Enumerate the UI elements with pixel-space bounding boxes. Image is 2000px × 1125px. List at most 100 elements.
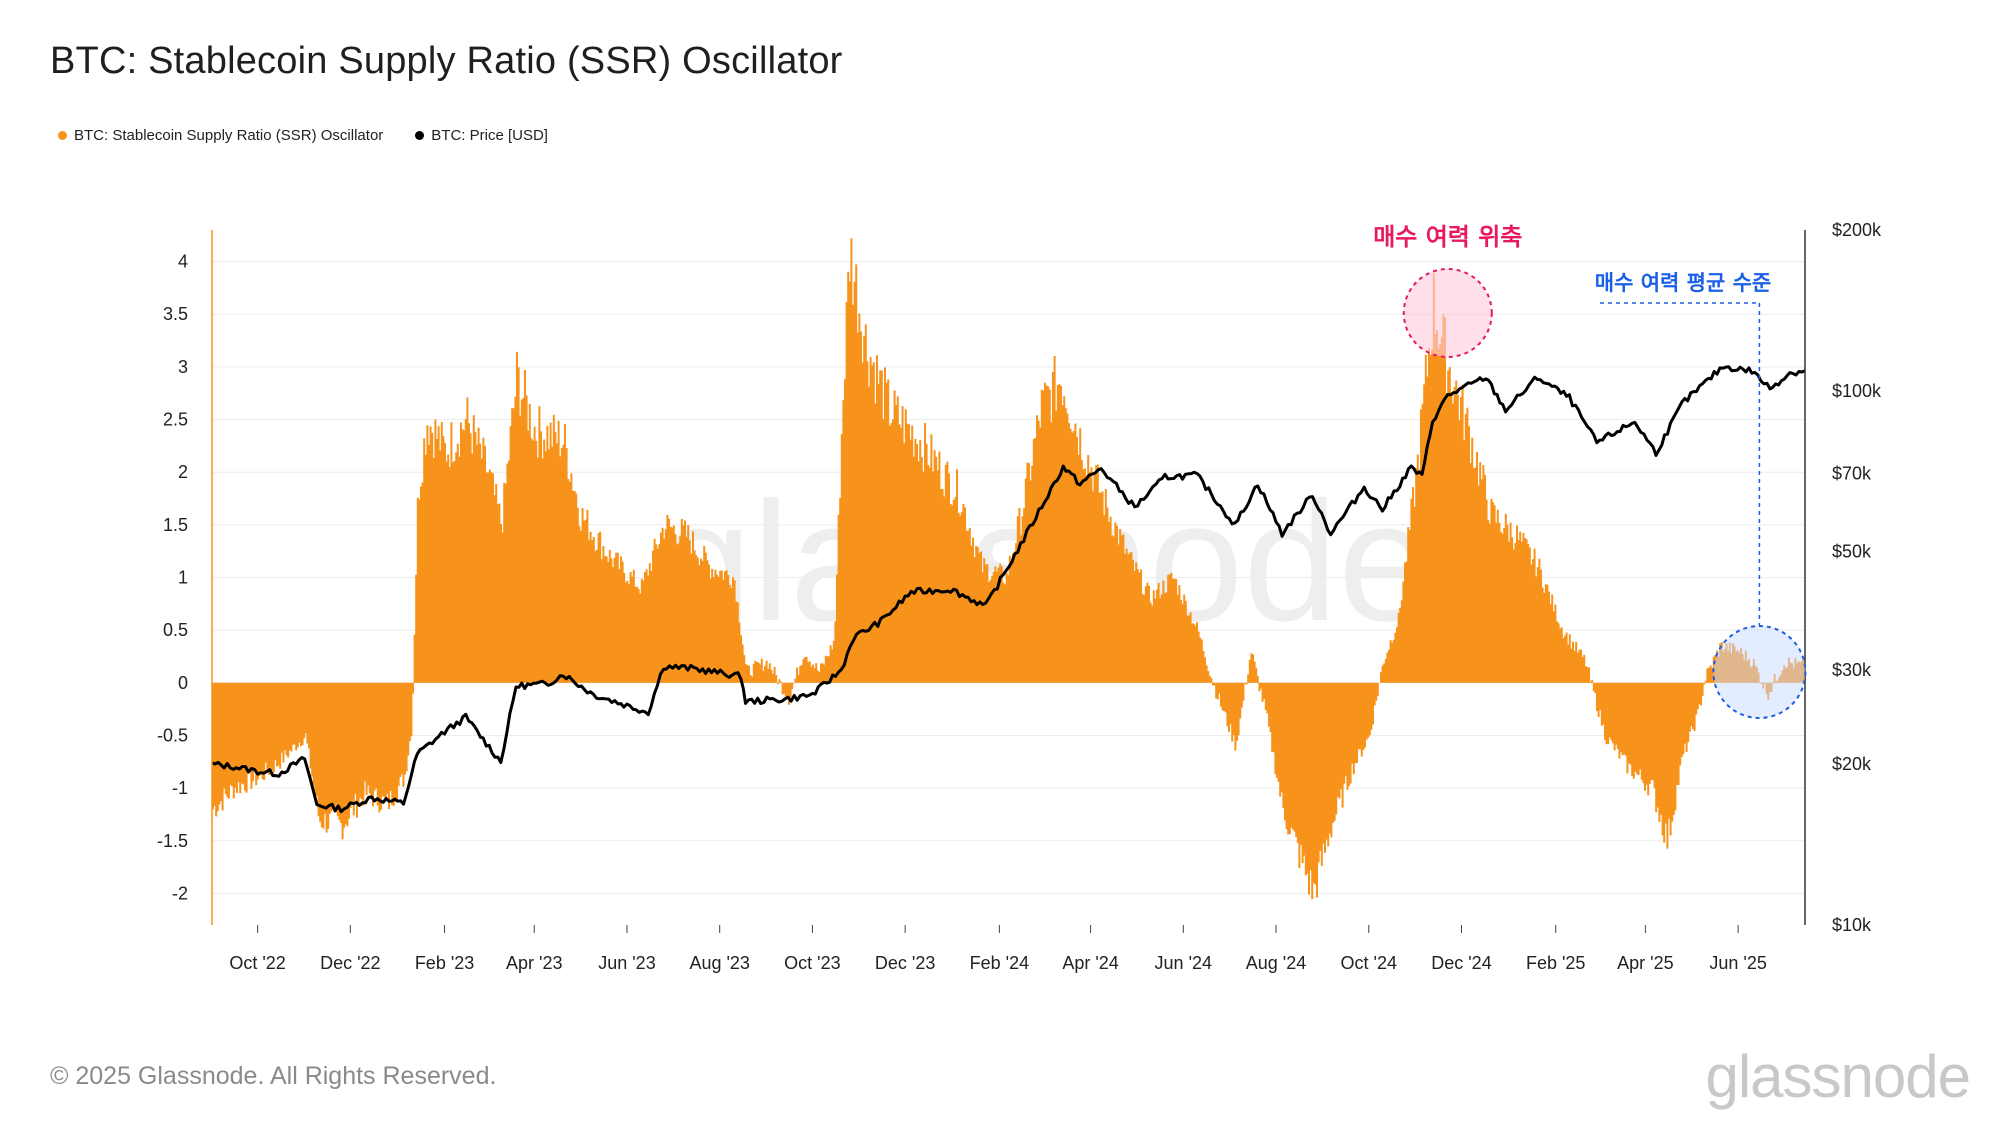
ssr-bar xyxy=(1076,436,1078,683)
ssr-bar xyxy=(959,515,962,683)
ssr-bar xyxy=(1570,648,1573,683)
ssr-bar xyxy=(882,418,885,683)
ssr-bar xyxy=(231,682,234,787)
ssr-bar xyxy=(975,545,978,683)
ssr-bar xyxy=(768,663,771,683)
ssr-bar xyxy=(760,658,763,683)
ssr-bar xyxy=(616,552,619,683)
ssr-bar xyxy=(1069,428,1072,683)
ssr-bar xyxy=(578,526,581,683)
ssr-bar xyxy=(1400,600,1403,683)
ssr-bar xyxy=(1362,682,1365,751)
ssr-bar xyxy=(884,367,886,683)
ssr-bar xyxy=(1000,566,1003,683)
ssr-bar xyxy=(1392,639,1395,683)
ssr-bar xyxy=(450,422,453,683)
right-axis-ticks: $200k $100k $70k $50k $30k $20k $10k xyxy=(1832,220,1882,935)
ssr-bar xyxy=(872,362,875,683)
ssr-bar xyxy=(1487,519,1490,683)
ssr-bar xyxy=(1503,528,1506,683)
ssr-bar xyxy=(780,681,782,683)
ssr-bar xyxy=(1636,682,1638,774)
ssr-bar xyxy=(984,564,987,683)
ssr-bar xyxy=(1695,682,1698,715)
ssr-bar xyxy=(1389,640,1392,683)
ssr-bar xyxy=(1605,682,1608,745)
ssr-bar xyxy=(276,682,278,767)
legend-item-price[interactable]: BTC: Price [USD] xyxy=(415,127,548,144)
ssr-bar xyxy=(1405,561,1408,683)
ssr-bar xyxy=(895,404,898,683)
ssr-bar xyxy=(1112,536,1115,683)
ssr-bar xyxy=(367,682,370,786)
ssr-bar xyxy=(1623,682,1626,755)
ssr-bar xyxy=(1189,612,1192,683)
ssr-bar xyxy=(613,557,616,683)
ssr-bar xyxy=(644,572,646,683)
ssr-bar xyxy=(1183,594,1186,683)
ssr-bar xyxy=(416,497,419,683)
ssr-bar xyxy=(1274,682,1277,775)
ssr-bar xyxy=(1637,682,1640,776)
ssr-bar xyxy=(850,238,853,683)
ssr-bar xyxy=(1128,552,1131,683)
ssr-bar xyxy=(498,503,501,683)
ssr-bar xyxy=(1700,682,1702,706)
ssr-bar xyxy=(1692,682,1694,730)
ssr-bar xyxy=(1540,569,1542,683)
legend-item-ssr[interactable]: BTC: Stablecoin Supply Ratio (SSR) Oscil… xyxy=(58,127,383,144)
ssr-bar xyxy=(1586,667,1589,683)
x-tick-label: Apr '25 xyxy=(1617,953,1673,973)
ssr-bar xyxy=(940,488,942,683)
ssr-bar xyxy=(519,415,522,683)
ssr-bar xyxy=(1407,527,1410,683)
ssr-bar xyxy=(698,565,701,683)
ssr-bar xyxy=(868,386,870,683)
ssr-bar xyxy=(1080,459,1083,683)
ssr-bar xyxy=(720,570,723,683)
ssr-bar xyxy=(1296,682,1299,843)
ssr-bar xyxy=(1188,615,1190,683)
ssr-bar xyxy=(1682,682,1685,755)
ssr-bar xyxy=(1639,682,1642,770)
ssr-bar xyxy=(1101,491,1104,683)
ssr-bar xyxy=(1287,682,1290,835)
ssr-bar xyxy=(380,682,382,810)
ssr-bar xyxy=(546,425,549,683)
copyright: © 2025 Glassnode. All Rights Reserved. xyxy=(50,1062,497,1090)
ssr-bar xyxy=(634,586,637,683)
ssr-bar xyxy=(1276,682,1278,778)
ssr-bar xyxy=(927,465,930,683)
ssr-bar xyxy=(565,448,568,683)
left-tick-label: 0.5 xyxy=(163,620,188,640)
ssr-bar xyxy=(1247,674,1250,683)
ssr-bar xyxy=(1301,682,1304,863)
ssr-bar xyxy=(487,472,490,683)
ssr-bar xyxy=(495,483,498,683)
ssr-bar xyxy=(636,586,638,683)
ssr-bar xyxy=(325,682,328,833)
ssr-bar xyxy=(1068,423,1070,683)
ssr-bar xyxy=(1300,682,1302,845)
ssr-bar xyxy=(802,659,805,683)
ssr-bar xyxy=(493,495,496,683)
ssr-bar xyxy=(784,682,787,699)
ssr-bar xyxy=(1381,665,1384,683)
ssr-bar xyxy=(1234,682,1237,751)
ssr-bar xyxy=(648,563,651,683)
ssr-bar xyxy=(1536,567,1539,683)
ssr-bar xyxy=(788,682,790,705)
ssr-bar xyxy=(308,682,310,749)
ssr-bar xyxy=(951,505,954,683)
ssr-bar xyxy=(664,529,667,683)
ssr-bar xyxy=(1066,413,1069,683)
ssr-bar xyxy=(1146,582,1149,683)
ssr-bar xyxy=(432,458,435,683)
ssr-bar xyxy=(1330,682,1333,838)
ssr-bar xyxy=(444,443,446,683)
ssr-bar xyxy=(279,682,282,769)
ssr-bar xyxy=(287,682,290,758)
ssr-bar xyxy=(948,473,950,683)
ssr-bar xyxy=(474,432,477,683)
ssr-bar xyxy=(1583,654,1586,683)
